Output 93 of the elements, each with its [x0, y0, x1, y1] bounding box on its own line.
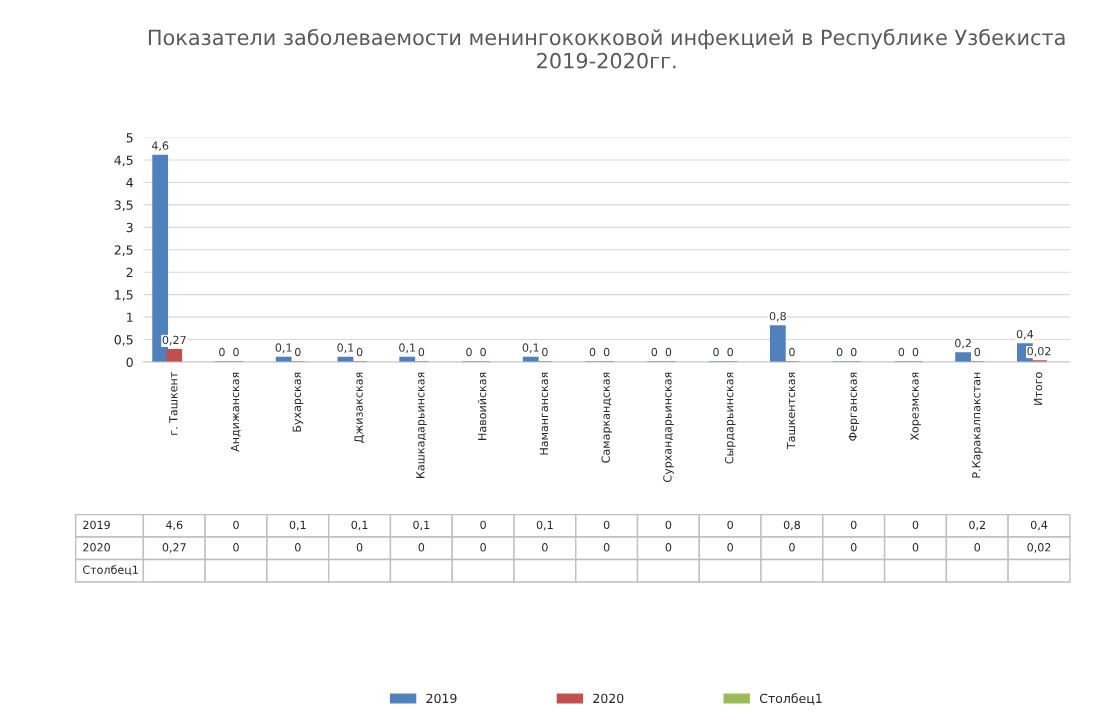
x-tick-label: Итого [1033, 372, 1043, 405]
x-tick-label: Сырдарьинская [725, 372, 736, 464]
data-label: 0,27 [162, 543, 186, 553]
data-label: 0 [356, 543, 363, 552]
data-label: 0 [603, 520, 610, 530]
chart-title: Показатели заболеваемости менингококковой инфекцией в Республике Узбекиста 2019-2020гг. [148, 28, 1065, 69]
x-tick-label: Кашкадарьинская [416, 372, 427, 478]
data-label: 0 [418, 543, 425, 552]
text: 0 [589, 347, 596, 357]
text: 2020 [83, 543, 110, 552]
text: 0,1 [522, 343, 539, 353]
text: 0 [651, 347, 658, 357]
data-label: 0 [912, 520, 919, 530]
x-tick-label: Самаркандская [601, 372, 613, 463]
text: 2019 [83, 520, 110, 530]
data-label: 0 [295, 543, 301, 552]
x-tick-label: Андижанская [231, 372, 241, 452]
data-label: 0,8 [783, 520, 801, 531]
y-tick-label: 2,5 [114, 245, 133, 256]
text: 0 [665, 347, 672, 357]
y-tick-label: 1,5 [115, 290, 133, 301]
legend-label: 2019 [426, 693, 457, 704]
text: 4,6 [151, 141, 169, 151]
text: 0 [603, 347, 610, 357]
data-label: 0,4 [1030, 520, 1048, 531]
data-label: 0 [727, 520, 733, 530]
text: 0 [542, 347, 548, 357]
data-label: 0 [665, 520, 672, 530]
x-tick-label: Бухарская [292, 372, 304, 432]
text: 0 [233, 347, 239, 357]
legend-label: Столбец1 [759, 693, 822, 705]
data-label: 0 [542, 543, 548, 552]
legend-label: 2020 [593, 693, 624, 704]
data-label: 0 [727, 543, 733, 552]
data-label: 0 [233, 543, 239, 552]
x-tick-label: Р.Каракалпакстан [972, 372, 983, 478]
text: 0,1 [399, 343, 416, 353]
text: 0 [974, 347, 981, 357]
text: 0 [789, 347, 795, 357]
data-label: 0,1 [351, 520, 368, 531]
data-label: 0 [912, 543, 919, 552]
data-label: 0,1 [289, 520, 306, 531]
text: 0,1 [337, 343, 354, 353]
text: 0,8 [769, 311, 786, 322]
data-label: 0 [974, 543, 981, 552]
x-tick-label: Сурхандарьинская [663, 372, 674, 483]
data-label: 0,1 [413, 520, 430, 531]
y-tick-label: 1 [127, 312, 133, 322]
y-tick-label: 4 [126, 178, 133, 188]
x-tick-label: Ташкентская [786, 372, 796, 450]
data-label: 0,02 [1027, 543, 1051, 553]
y-tick-label: 4,5 [114, 155, 133, 167]
text: 0 [480, 347, 486, 357]
data-label: 4,6 [165, 520, 183, 531]
text: 0 [295, 347, 301, 357]
text: 0,02 [1027, 346, 1051, 357]
text: 0 [912, 347, 919, 357]
y-tick-label: 0 [126, 357, 133, 367]
data-label: 0 [233, 520, 239, 530]
text: 0 [898, 347, 905, 357]
x-tick-label: Джизакская [354, 372, 365, 443]
y-tick-label: 3,5 [114, 200, 133, 212]
x-tick-label: Наманганская [539, 372, 549, 455]
y-tick-label: 2 [126, 267, 133, 277]
text: 0 [836, 347, 843, 357]
text: Столбец1 [83, 565, 138, 576]
text: 0 [219, 347, 225, 357]
data-label: 0,1 [536, 520, 553, 531]
data-label: 0 [850, 520, 857, 530]
x-tick-label: г. Ташкент [169, 372, 178, 435]
text: 0 [727, 347, 733, 357]
x-tick-label: Хорезмская [910, 372, 921, 441]
data-label: 0 [665, 543, 672, 552]
data-label: 0 [603, 543, 610, 552]
text: 0 [466, 347, 472, 357]
text: 0,1 [275, 343, 292, 353]
text: 0 [713, 347, 719, 357]
x-tick-label: Навоийская [477, 372, 487, 440]
text: 0 [850, 347, 857, 357]
text: 0,27 [162, 335, 186, 346]
y-tick-label: 0,5 [114, 335, 133, 346]
text: 0,2 [955, 338, 971, 349]
data-label: 0,2 [969, 520, 985, 531]
x-tick-label: Ферганская [848, 372, 860, 441]
y-tick-label: 5 [126, 133, 133, 143]
data-label: 0 [789, 543, 795, 552]
data-label: 0 [480, 520, 486, 530]
text: 0 [356, 347, 363, 357]
data-label: 0 [480, 543, 486, 552]
text: 0,4 [1016, 329, 1034, 340]
text: 0 [418, 347, 425, 357]
data-label: 0 [850, 543, 857, 552]
y-tick-label: 3 [126, 222, 133, 233]
